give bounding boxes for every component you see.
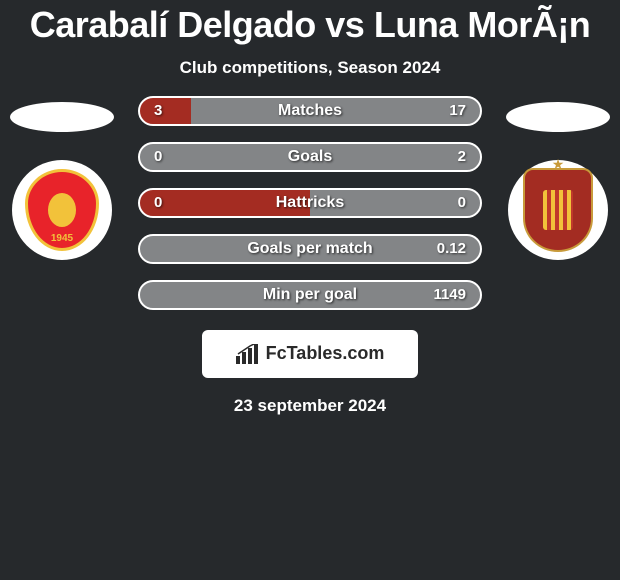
right-player-col: ★ <box>498 96 618 260</box>
stat-bar: 0Hattricks0 <box>138 188 482 218</box>
stat-bar: 3Matches17 <box>138 96 482 126</box>
footer: FcTables.com 23 september 2024 <box>0 330 620 416</box>
branding-box[interactable]: FcTables.com <box>202 330 418 378</box>
aucas-crest-icon: 1945 <box>25 169 99 251</box>
comparison-container: Carabalí Delgado vs Luna MorÃ¡n Club com… <box>0 0 620 416</box>
main-row: 1945 3Matches17 0Goals2 0Hattricks0 Goals p… <box>0 96 620 326</box>
stat-right-value: 1149 <box>426 286 466 303</box>
stat-right-value: 17 <box>426 102 466 119</box>
left-club-badge: 1945 <box>12 160 112 260</box>
crest-year: 1945 <box>51 233 73 244</box>
right-club-badge: ★ <box>508 160 608 260</box>
stat-right-value: 0 <box>426 194 466 211</box>
crest-face-icon <box>48 193 76 227</box>
stat-right-value: 0.12 <box>426 240 466 257</box>
stat-bar: Goals per match0.12 <box>138 234 482 264</box>
stat-bar: Min per goal1149 <box>138 280 482 310</box>
deportivo-crest-icon: ★ <box>523 168 593 252</box>
crest-stripes-icon <box>543 190 573 230</box>
stats-column: 3Matches17 0Goals2 0Hattricks0 Goals per ma… <box>132 96 488 326</box>
crest-star-icon: ★ <box>552 156 565 173</box>
subtitle: Club competitions, Season 2024 <box>0 50 620 96</box>
stat-left-value: 0 <box>154 194 184 211</box>
stat-bar: 0Goals2 <box>138 142 482 172</box>
date-text: 23 september 2024 <box>234 396 386 416</box>
left-player-col: 1945 <box>2 96 122 260</box>
stat-left-value: 3 <box>154 102 184 119</box>
right-player-avatar <box>506 102 610 132</box>
page-title: Carabalí Delgado vs Luna MorÃ¡n <box>0 6 620 50</box>
stat-right-value: 2 <box>426 148 466 165</box>
left-player-avatar <box>10 102 114 132</box>
branding-label: FcTables.com <box>266 343 385 364</box>
chart-icon <box>236 344 260 364</box>
stat-left-value: 0 <box>154 148 184 165</box>
